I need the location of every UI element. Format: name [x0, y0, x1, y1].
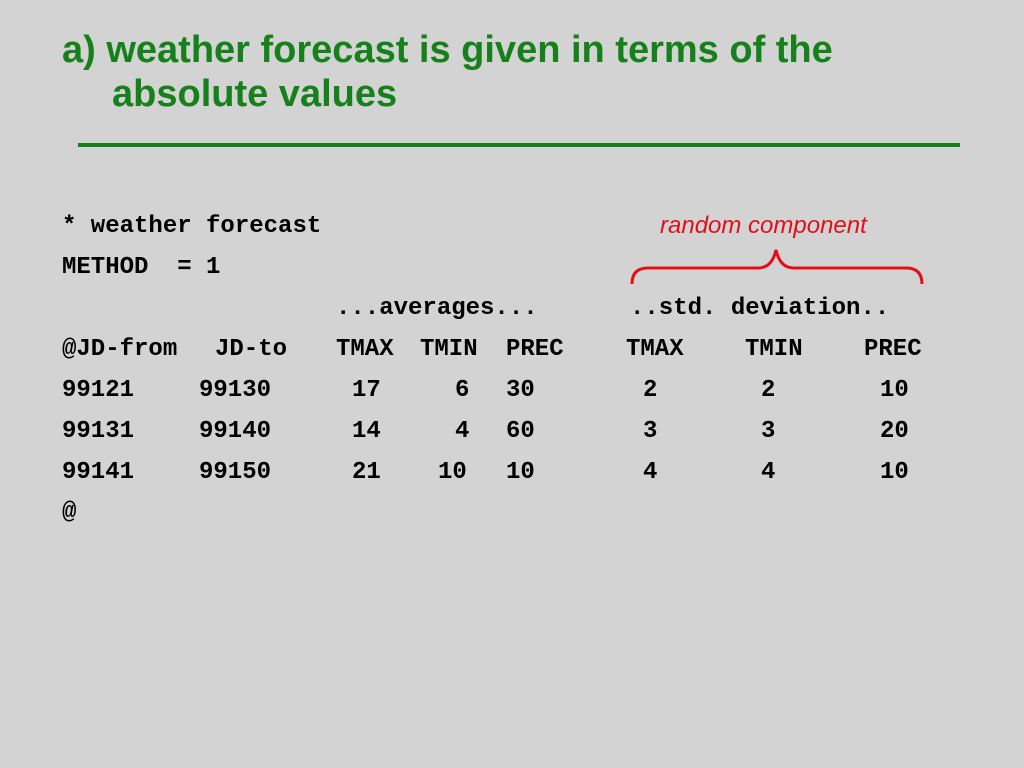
header-prec: PREC: [506, 336, 564, 363]
table-row-1-sd-tmax: 2: [643, 377, 658, 404]
averages-label: ...averages...: [336, 295, 538, 322]
curly-brace-icon: [630, 249, 924, 285]
table-row-1-prec: 30: [506, 377, 535, 404]
table-row-1-tmax: 17: [352, 377, 381, 404]
table-row-2-sd-tmax: 3: [643, 418, 658, 445]
forecast-comment: * weather forecast: [62, 213, 322, 240]
table-row-3-tmin: 10: [438, 459, 467, 486]
header-tmin: TMIN: [420, 336, 478, 363]
table-row-1-sd-prec: 10: [880, 377, 909, 404]
table-row-1-jd-from: 99121: [62, 377, 135, 404]
table-row-3-sd-tmin: 4: [761, 459, 776, 486]
table-row-2-sd-tmin: 3: [761, 418, 776, 445]
method-line: METHOD = 1: [62, 254, 221, 281]
table-row-3-prec: 10: [506, 459, 535, 486]
title-line-2: absolute values: [112, 73, 398, 115]
end-marker: @: [62, 499, 77, 526]
slide-title: a) weather forecast is given in terms of…: [62, 28, 1002, 115]
header-sd-tmax: TMAX: [626, 336, 684, 363]
header-sd-prec: PREC: [864, 336, 922, 363]
table-row-2-sd-prec: 20: [880, 418, 909, 445]
table-row-2-tmin: 4: [455, 418, 470, 445]
random-component-annotation: random component: [660, 212, 867, 239]
std-deviation-label: ..std. deviation..: [630, 295, 890, 322]
table-row-1-sd-tmin: 2: [761, 377, 776, 404]
table-row-2-jd-to: 99140: [199, 418, 272, 445]
table-row-2-jd-from: 99131: [62, 418, 135, 445]
table-row-1-tmin: 6: [455, 377, 470, 404]
table-row-2-tmax: 14: [352, 418, 381, 445]
table-row-1-jd-to: 99130: [199, 377, 272, 404]
title-line-1: a) weather forecast is given in terms of…: [62, 29, 833, 71]
header-tmax: TMAX: [336, 336, 394, 363]
table-row-2-prec: 60: [506, 418, 535, 445]
table-row-3-tmax: 21: [352, 459, 381, 486]
title-underline: [78, 143, 960, 147]
table-row-3-jd-to: 99150: [199, 459, 272, 486]
header-sd-tmin: TMIN: [745, 336, 803, 363]
table-row-3-sd-prec: 10: [880, 459, 909, 486]
table-row-3-sd-tmax: 4: [643, 459, 658, 486]
header-jd-from: @JD-from: [62, 336, 178, 363]
table-row-3-jd-from: 99141: [62, 459, 135, 486]
header-jd-to: JD-to: [215, 336, 288, 363]
